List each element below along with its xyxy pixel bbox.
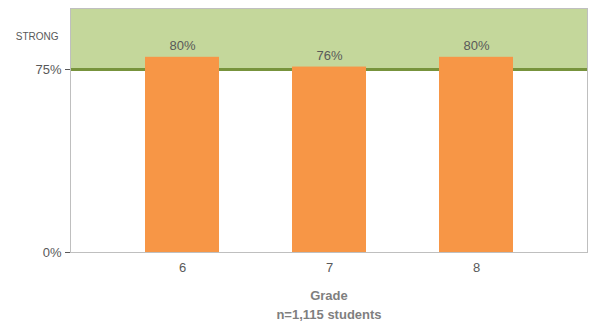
svg-text:76%: 76% bbox=[316, 48, 342, 63]
svg-text:0%: 0% bbox=[43, 245, 62, 260]
html-text:n=1,115 students: n=1,115 students bbox=[276, 307, 382, 322]
svg-text:STRONG: STRONG bbox=[16, 31, 59, 42]
svg-text:8: 8 bbox=[473, 260, 480, 275]
svg-text:7: 7 bbox=[326, 260, 333, 275]
svg-text:80%: 80% bbox=[169, 38, 195, 53]
svg-text:80%: 80% bbox=[463, 38, 489, 53]
svg-text:6: 6 bbox=[179, 260, 186, 275]
svg-text:75%: 75% bbox=[35, 62, 61, 77]
html-text:Grade: Grade bbox=[310, 288, 348, 303]
